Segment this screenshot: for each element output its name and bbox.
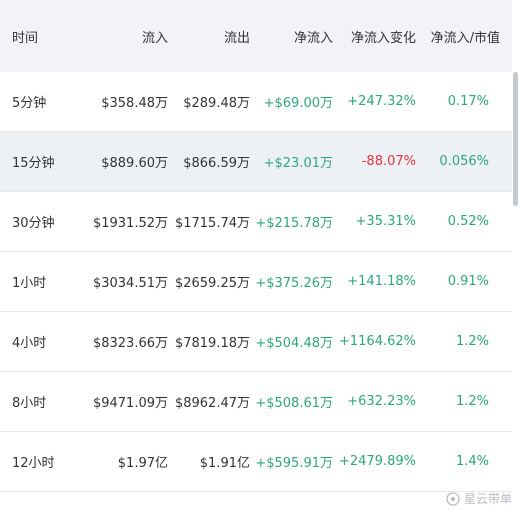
table-cell: $1.91亿 (199, 456, 250, 471)
table-row: 30分钟 $1931.52万 $1715.74万 +$215.78万 +35.31% 0.… (0, 192, 512, 252)
table-cell: +$595.91万 (255, 456, 333, 471)
table-cell: 0.91% (447, 274, 489, 289)
watermark-text: 星云带单 (463, 492, 512, 506)
table-row: 5分钟 $358.48万 $289.48万 +$69.00万 +247.32% 0.17% (0, 72, 512, 132)
table-cell: $1931.52万 (92, 216, 168, 231)
table-cell: $1.97亿 (117, 456, 168, 471)
table-cell: 0.17% (447, 94, 489, 109)
table-cell: 4小时 (12, 336, 47, 351)
table-cell: 1.2% (455, 394, 489, 409)
table-cell: 0.056% (439, 154, 489, 169)
scrollbar (513, 72, 518, 206)
table-cell: +1164.62% (338, 334, 416, 349)
table-cell: +35.31% (355, 214, 416, 229)
header-cell: 净流入变化 (350, 30, 416, 46)
table-cell: +$508.61万 (255, 396, 333, 411)
table-cell: +247.32% (347, 94, 416, 109)
table-cell: $889.60万 (101, 156, 168, 171)
table-cell: $1715.74万 (174, 216, 250, 231)
table-cell: +$215.78万 (255, 216, 333, 231)
table-cell: $289.48万 (183, 96, 250, 111)
header-cell: 流出 (223, 30, 250, 46)
table-cell: $2659.25万 (174, 276, 250, 291)
table-row: 15分钟 $889.60万 $866.59万 +$23.01万 -88.07% 0.056… (0, 132, 512, 192)
table-cell: $358.48万 (101, 96, 168, 111)
table-cell: 15分钟 (12, 156, 55, 171)
table-cell: 12小时 (12, 456, 55, 471)
table-cell: +$69.00万 (263, 96, 333, 111)
table-row: 1小时 $3034.51万 $2659.25万 +$375.26万 +141.18% 0.… (0, 252, 512, 312)
table-cell: +$504.48万 (255, 336, 333, 351)
table-cell: +141.18% (347, 274, 416, 289)
table-cell: 30分钟 (12, 216, 55, 231)
table-row: 4小时 $8323.66万 $7819.18万 +$504.48万 +1164.62% 1… (0, 312, 512, 372)
watermark: 星云带单 (446, 490, 512, 507)
table-cell: $9471.09万 (92, 396, 168, 411)
table-cell: 0.52% (447, 214, 489, 229)
table-cell: $8962.47万 (174, 396, 250, 411)
watermark-icon (446, 491, 460, 506)
table-cell: $866.59万 (183, 156, 250, 171)
table-cell: +$23.01万 (263, 156, 333, 171)
table-cell: $7819.18万 (174, 336, 250, 351)
table-cell: 1.2% (455, 334, 489, 349)
header-cell: 净流入 (293, 30, 333, 46)
table-cell: +2479.89% (338, 454, 416, 469)
table-cell: 8小时 (12, 396, 47, 411)
table-cell: +632.23% (347, 394, 416, 409)
table-row: 8小时 $9471.09万 $8962.47万 +$508.61万 +632.23% 1.… (0, 372, 512, 432)
table-cell: 5分钟 (12, 96, 47, 111)
table-cell: 1.4% (455, 454, 489, 469)
table-cell: -88.07% (361, 154, 416, 169)
header-cell: 时间 (12, 30, 39, 46)
table-cell: 1小时 (12, 276, 47, 291)
table-cell: $3034.51万 (92, 276, 168, 291)
table-cell: $8323.66万 (92, 336, 168, 351)
table-row: 12小时 $1.97亿 $1.91亿 +$595.91万 +2479.89% 1.4% (0, 432, 512, 492)
header-cell: 流入 (141, 30, 168, 46)
header-row: 时间 流入 流出 净流入 净流入变化 净流入/市值 (0, 0, 512, 72)
table-cell: +$375.26万 (255, 276, 333, 291)
header-cell: 净流入/市值 (430, 30, 500, 46)
